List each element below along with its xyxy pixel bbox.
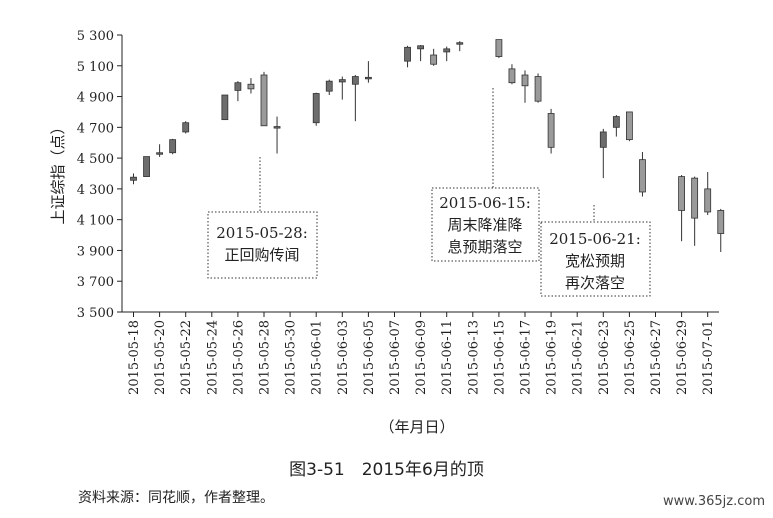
x-tick-label: 2015-05-30 — [284, 320, 299, 395]
x-tick-label: 2015-06-25 — [623, 320, 638, 395]
candle-body-down — [704, 188, 712, 213]
x-tick-label: 2015-06-17 — [519, 320, 534, 395]
candle-body-down — [639, 159, 646, 193]
x-tick-label: 2015-07-01 — [701, 320, 716, 395]
y-tick-label: 3 500 — [77, 306, 114, 321]
y-tick-label: 4 900 — [77, 91, 114, 106]
x-tick-label: 2015-05-20 — [153, 320, 168, 395]
x-tick-label: 2015-06-07 — [388, 320, 403, 395]
x-tick-label: 2015-06-19 — [545, 320, 560, 395]
figure-caption: 图3-51 2015年6月的顶 — [289, 460, 484, 480]
candlestick-chart: 3 500 3 700 3 900 4 100 4 300 4 500 4 700 4 900… — [49, 29, 725, 436]
candle-body-up — [221, 94, 229, 121]
annotation-0615-text: 息预期落空 — [447, 238, 522, 256]
candle-body-up — [456, 42, 464, 45]
annotation-0621-text: 2015-06-21: — [549, 230, 641, 248]
candle-body-up — [338, 79, 346, 83]
x-tick-label: 2015-05-24 — [205, 320, 220, 395]
y-tick-label: 4 300 — [77, 183, 114, 198]
candle-body-down — [534, 76, 542, 102]
candle-body-down — [260, 74, 268, 127]
candle-body-down — [508, 68, 516, 84]
candle-body-up — [273, 126, 281, 129]
candle-body-up — [599, 131, 607, 148]
annotation-0621-text: 宽松预期 — [565, 252, 625, 270]
annotation-0615-text: 周末降准降 — [447, 216, 522, 234]
annotation-0528-text: 正回购传闻 — [224, 246, 299, 264]
candle-body-up — [312, 93, 320, 124]
candle-body-down — [430, 54, 438, 65]
y-tick-label: 5 300 — [77, 29, 114, 44]
candle-body-up — [351, 76, 359, 85]
candle-body-up — [143, 156, 150, 177]
candle-body-up — [325, 80, 333, 92]
x-tick-label: 2015-06-23 — [597, 320, 612, 395]
annotation-0528-text: 2015-05-28: — [216, 224, 308, 242]
x-tick-label: 2015-06-11 — [440, 320, 455, 395]
chart-axes: 3 500 3 700 3 900 4 100 4 300 4 500 4 700 4 900… — [77, 29, 719, 395]
x-tick-label: 2015-06-29 — [675, 320, 690, 395]
x-tick-label: 2015-06-15 — [492, 320, 507, 395]
candles-group — [130, 39, 725, 252]
candle-body-down — [678, 176, 685, 211]
candle-body-down — [717, 210, 725, 234]
candle-body-up — [404, 46, 411, 62]
y-tick-label: 4 700 — [77, 121, 114, 136]
candle-body-up — [182, 122, 190, 133]
source-note: 资料来源：同花顺，作者整理。 — [78, 490, 274, 506]
y-tick-label: 5 100 — [77, 60, 114, 75]
x-tick-label: 2015-05-18 — [127, 320, 142, 395]
candle-body-up — [169, 139, 177, 154]
annotation-0615-box — [431, 187, 540, 262]
watermark-text: www.365jz.com — [663, 494, 765, 509]
x-tick-label: 2015-05-22 — [179, 320, 194, 395]
candle-body-up — [156, 152, 164, 155]
candle-body-up — [130, 176, 137, 181]
x-tick-label: 2015-06-27 — [649, 320, 664, 395]
x-tick-label: 2015-06-01 — [310, 320, 325, 395]
y-tick-label: 4 500 — [77, 152, 114, 167]
y-tick-label: 3 700 — [77, 275, 114, 290]
annotation-0621-box — [540, 221, 651, 297]
x-tick-label: 2015-06-05 — [362, 320, 377, 395]
candle-body-up — [612, 116, 620, 128]
x-tick-label: 2015-06-13 — [466, 320, 481, 395]
candle-body-down — [247, 83, 255, 90]
x-tick-label: 2015-06-03 — [336, 320, 351, 395]
candle-body-down — [495, 39, 503, 57]
annotation-0621-text: 再次落空 — [565, 274, 625, 292]
y-axis-label: 上证综指（点） — [49, 119, 67, 224]
annotation-0615-text: 2015-06-15: — [439, 194, 531, 212]
candle-body-down — [626, 111, 633, 141]
x-tick-label: 2015-06-09 — [414, 320, 429, 395]
y-tick-label: 4 100 — [77, 214, 114, 229]
candle-body-down — [521, 74, 529, 87]
x-tick-label: 2015-05-28 — [258, 320, 273, 395]
x-tick-label: 2015-06-21 — [571, 320, 586, 395]
x-axis-label: （年月日） — [379, 418, 454, 436]
candle-body-down — [691, 177, 699, 219]
y-tick-label: 3 900 — [77, 244, 114, 259]
candle-body-up — [443, 48, 451, 53]
annotation-0528-box — [207, 211, 318, 279]
candle-body-up — [417, 45, 425, 50]
x-tick-label: 2015-05-26 — [231, 320, 246, 395]
candle-body-up — [234, 82, 242, 91]
candle-body-down — [547, 113, 555, 148]
candle-body-up — [364, 76, 372, 80]
